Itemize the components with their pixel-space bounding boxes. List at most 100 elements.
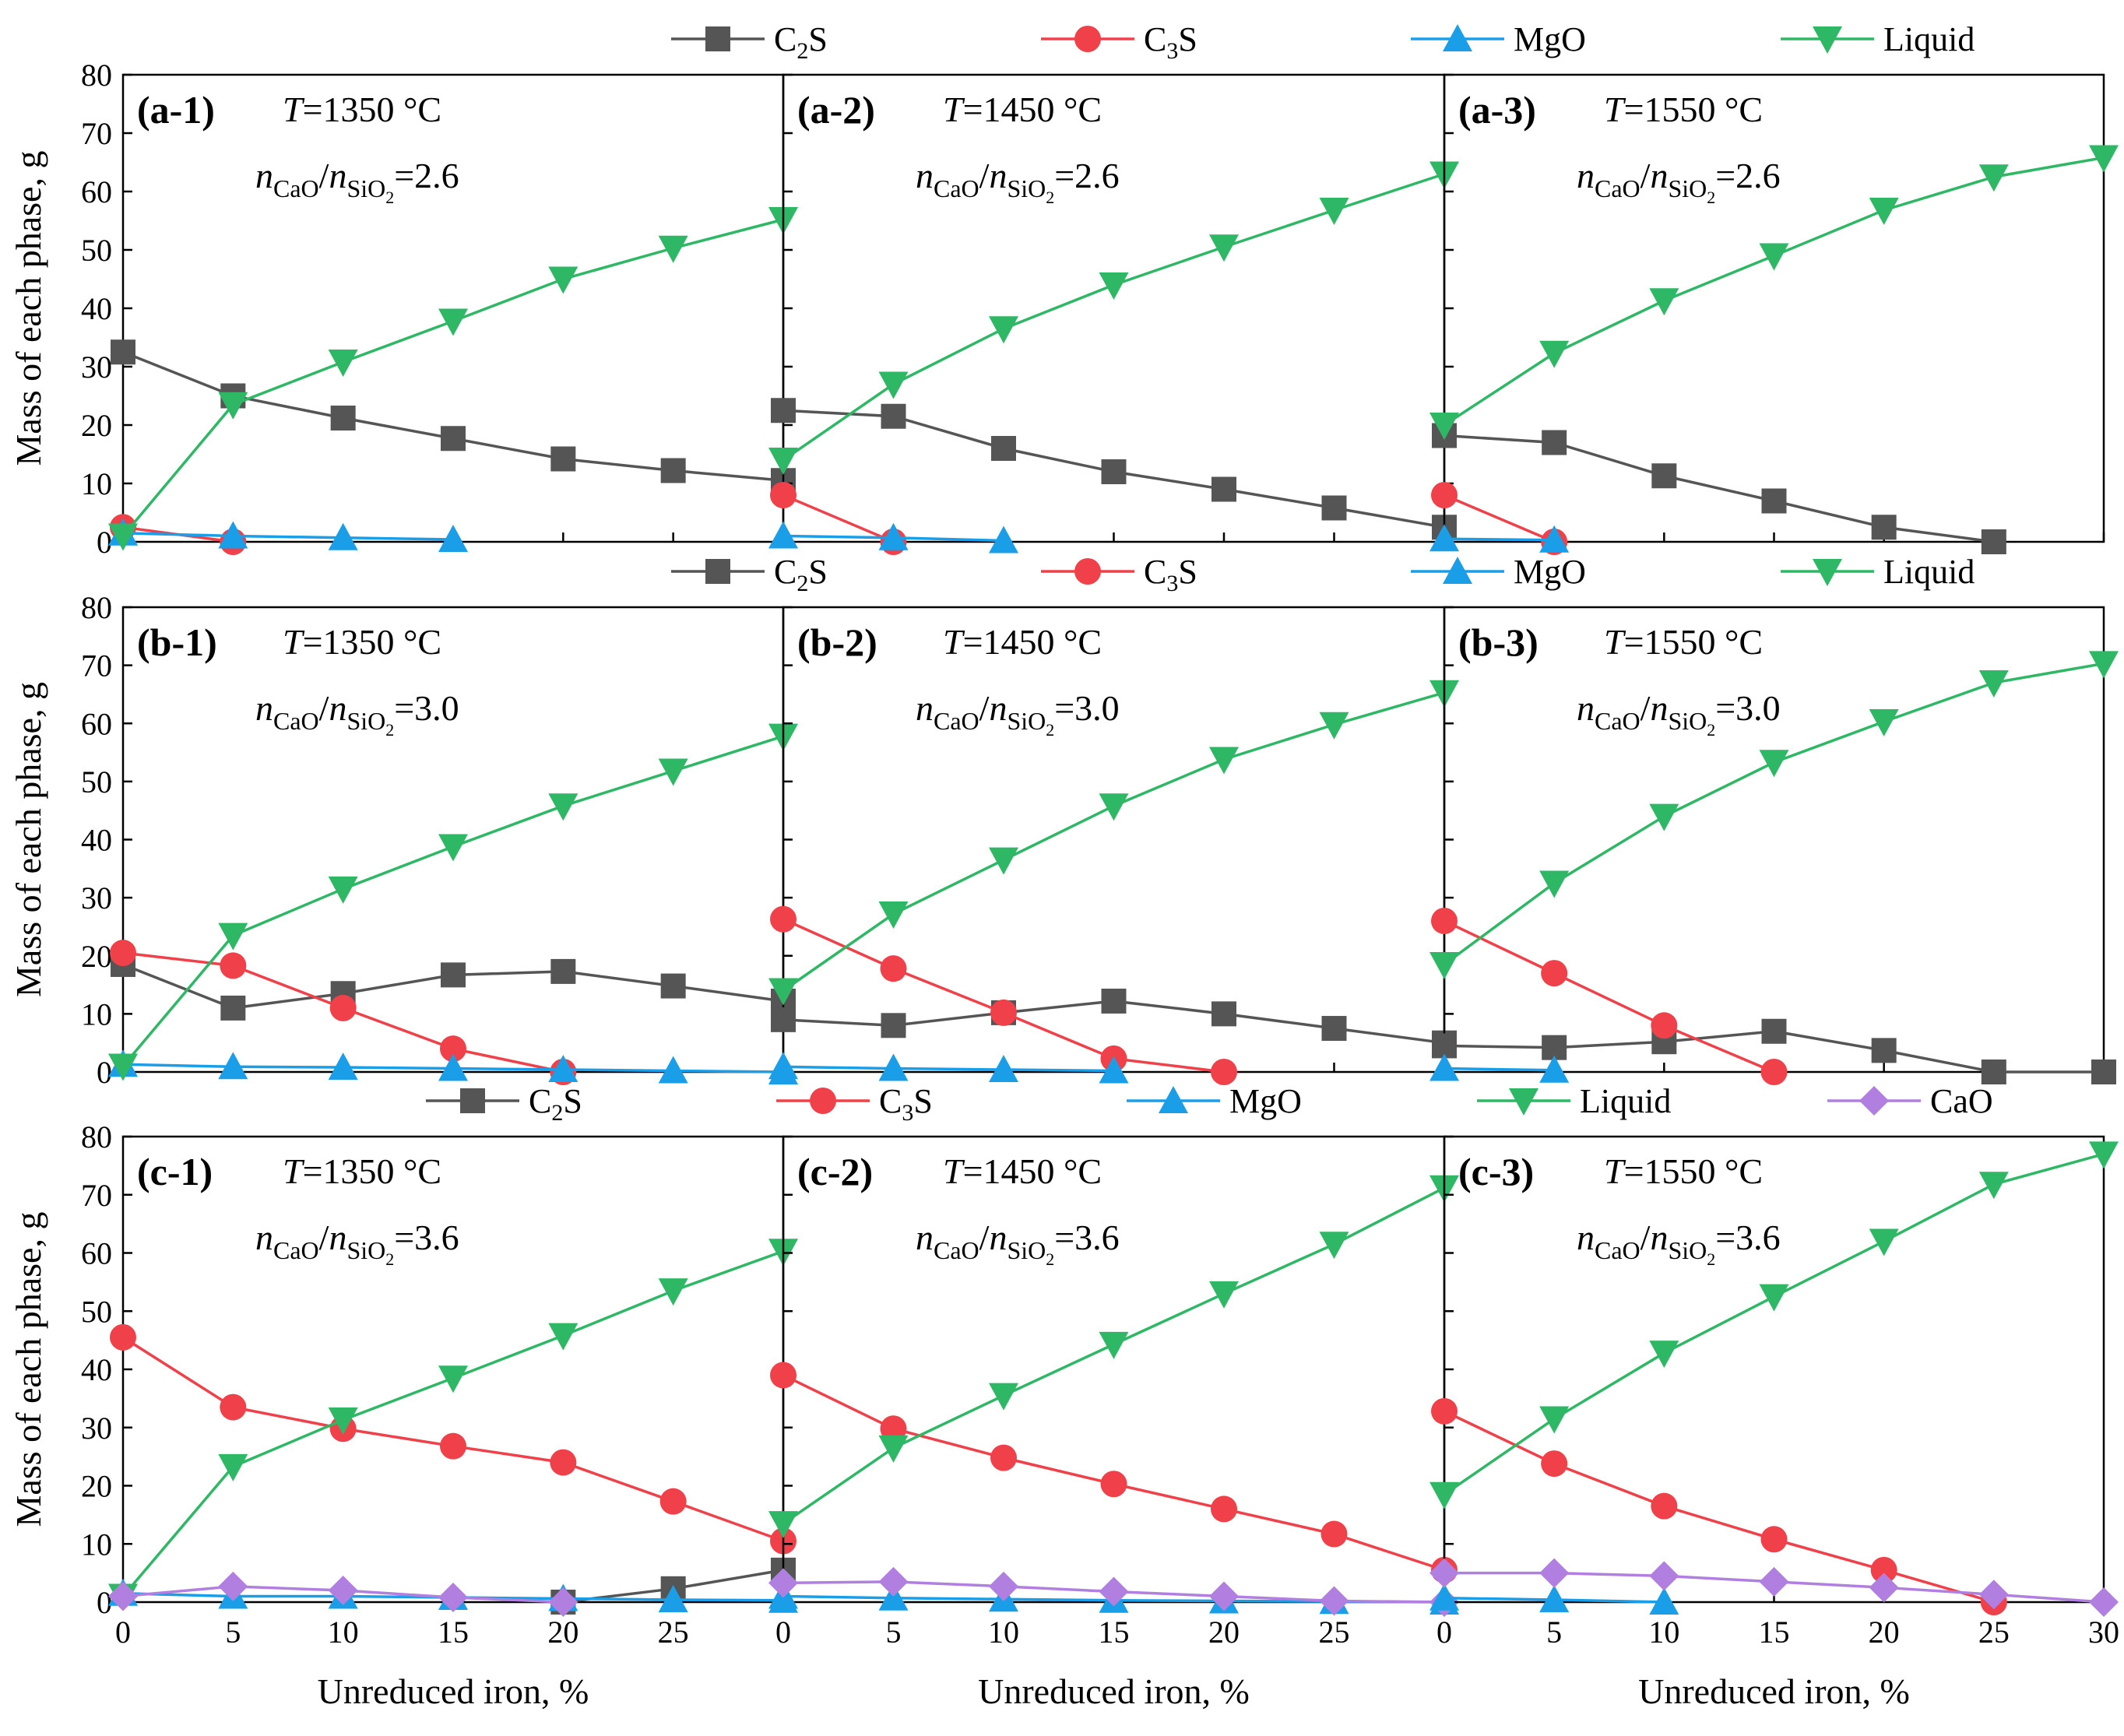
panel-b-2: (b-2) T=1450 °C nCaO/nSiO2=3.0 <box>768 606 1459 1085</box>
temperature-label: T=1550 °C <box>1604 90 1763 129</box>
data-point-C2S <box>881 403 906 429</box>
series-line-C3S <box>782 494 895 543</box>
data-point-C2S <box>441 962 466 988</box>
data-point-CaO <box>1099 1576 1129 1607</box>
series-Liquid <box>108 207 798 551</box>
data-point-Liquid <box>1539 1406 1570 1434</box>
data-point-CaO <box>108 1581 138 1611</box>
legend-marker <box>1074 26 1101 52</box>
data-point-C3S <box>1760 1526 1788 1553</box>
data-point-Liquid <box>1649 803 1679 831</box>
legend-marker <box>1159 1086 1188 1113</box>
data-point-Liquid <box>328 1407 358 1436</box>
data-point-C2S <box>1542 430 1567 455</box>
series-line-MgO <box>122 532 454 541</box>
legend-item-Liquid: Liquid <box>1477 1082 1671 1120</box>
data-point-Liquid <box>548 793 578 821</box>
data-point-CaO <box>1759 1566 1789 1597</box>
data-point-MgO <box>218 1052 248 1080</box>
data-point-C3S <box>1320 1520 1348 1548</box>
series-C2S <box>1432 1018 2116 1084</box>
data-point-C3S <box>990 999 1017 1026</box>
data-point-CaO <box>218 1571 248 1601</box>
data-point-Liquid <box>2089 651 2119 679</box>
y-tick-label: 0 <box>97 1055 112 1090</box>
x-axis-title: Unreduced iron, % <box>1638 1671 1910 1711</box>
panel-a-2: (a-2) T=1450 °C nCaO/nSiO2=2.6 <box>768 73 1459 555</box>
data-point-Liquid <box>768 1511 798 1539</box>
temperature-label: T=1450 °C <box>943 90 1102 129</box>
data-point-MgO <box>1539 1055 1570 1083</box>
panel-frame <box>1443 73 2105 543</box>
y-tick-label: 0 <box>97 525 112 560</box>
data-point-C2S <box>1871 1038 1897 1063</box>
data-point-MgO <box>1429 1583 1459 1611</box>
ratio-label: nCaO/nSiO2=3.6 <box>1577 1218 1781 1269</box>
data-point-C3S <box>1100 1471 1127 1498</box>
y-tick-label: 70 <box>81 116 112 151</box>
legend-item-Liquid: Liquid <box>1781 20 1975 58</box>
data-point-Liquid <box>1978 1172 2009 1200</box>
series-C3S <box>1431 907 1788 1085</box>
x-tick-label: 20 <box>547 1615 578 1650</box>
panel-label: (a-2) <box>797 88 875 132</box>
data-point-C3S <box>770 905 796 933</box>
data-point-Liquid <box>1539 870 1570 898</box>
data-point-MgO <box>658 1056 688 1084</box>
data-point-C2S <box>1101 988 1127 1014</box>
data-point-C3S <box>1211 1059 1237 1085</box>
y-tick-label: 40 <box>81 291 112 326</box>
data-point-Liquid <box>2089 1141 2119 1169</box>
data-point-C3S <box>550 1449 577 1476</box>
x-tick-label: 20 <box>1869 1615 1900 1650</box>
panel-b-3: (b-3) T=1550 °C nCaO/nSiO2=3.0 <box>1429 606 2119 1085</box>
data-point-C2S <box>330 406 356 430</box>
series-C3S <box>110 1323 796 1555</box>
series-line-Liquid <box>121 218 784 537</box>
data-point-Liquid <box>548 1323 578 1351</box>
y-tick-label: 40 <box>81 823 112 858</box>
data-point-Liquid <box>328 350 358 377</box>
y-axis-title: Mass of each phase, g <box>9 682 48 997</box>
y-tick-label: 60 <box>81 1236 112 1271</box>
data-point-Liquid <box>1759 750 1789 778</box>
legend-marker <box>1074 558 1101 585</box>
data-point-C2S <box>881 1013 906 1038</box>
ratio-label: nCaO/nSiO2=3.0 <box>255 688 459 740</box>
ratio-label: nCaO/nSiO2=3.0 <box>916 688 1120 740</box>
data-point-Liquid <box>1429 1481 1459 1509</box>
data-point-C3S <box>770 1362 796 1389</box>
legend-item-C3S: C3S <box>776 1082 933 1126</box>
legend-label: CaO <box>1930 1082 1993 1120</box>
data-point-Liquid <box>1319 198 1349 225</box>
data-point-C3S <box>770 482 796 508</box>
series-line-MgO <box>782 1065 1114 1073</box>
series-line-Liquid <box>1444 156 2105 427</box>
panel-label: (a-1) <box>137 88 215 132</box>
legend-label: MgO <box>1229 1082 1302 1120</box>
legend-marker <box>460 1088 485 1113</box>
y-tick-label: 60 <box>81 174 112 209</box>
series-line-C2S <box>1444 434 1995 543</box>
legend-row-b: C2S C3S MgO Liquid <box>671 553 1975 596</box>
legend-item-MgO: MgO <box>1127 1082 1302 1120</box>
data-point-MgO <box>768 521 798 549</box>
ratio-label: nCaO/nSiO2=3.6 <box>916 1218 1120 1269</box>
data-point-Liquid <box>658 1278 688 1306</box>
ratio-label: nCaO/nSiO2=2.6 <box>916 156 1120 207</box>
data-point-MgO <box>218 521 248 549</box>
data-point-C2S <box>1211 1001 1236 1027</box>
data-point-C3S <box>880 955 907 982</box>
ratio-label: nCaO/nSiO2=3.0 <box>1577 688 1781 740</box>
data-point-C2S <box>660 973 686 999</box>
data-point-Liquid <box>1429 951 1459 979</box>
legend-row-c: C2S C3S MgO Liquid CaO <box>426 1082 1993 1126</box>
panel-label: (b-1) <box>137 620 217 664</box>
panel-label: (c-3) <box>1458 1150 1534 1193</box>
data-point-C3S <box>880 1415 907 1443</box>
data-point-MgO <box>438 1053 468 1081</box>
data-point-CaO <box>1978 1580 2009 1610</box>
data-point-Liquid <box>548 266 578 294</box>
data-point-CaO <box>1209 1581 1239 1611</box>
data-point-C3S <box>1651 1492 1678 1520</box>
